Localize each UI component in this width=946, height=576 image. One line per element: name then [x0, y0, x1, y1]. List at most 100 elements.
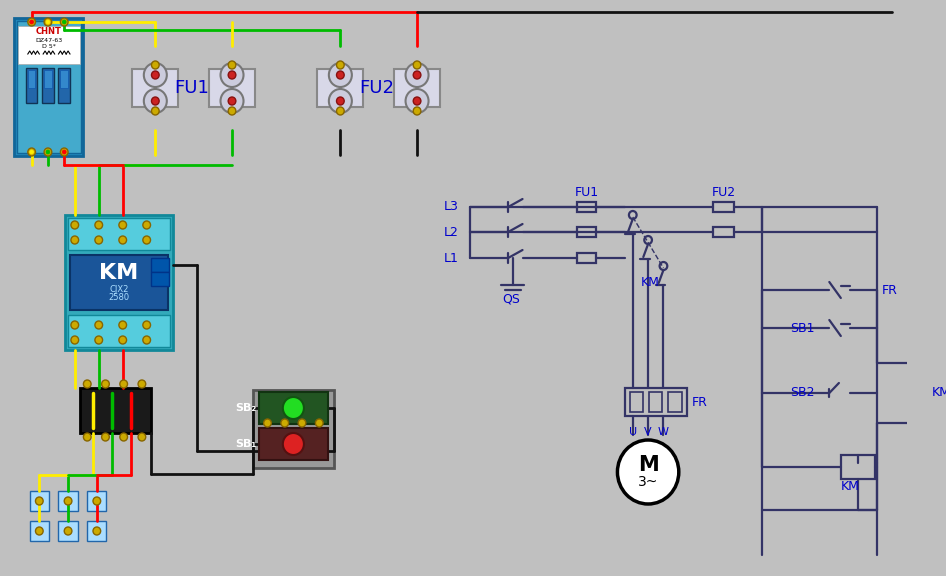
Circle shape: [228, 71, 236, 79]
Bar: [59, 491, 78, 511]
Bar: [79, 388, 151, 433]
Circle shape: [143, 236, 150, 244]
Circle shape: [281, 419, 289, 427]
Circle shape: [143, 336, 150, 344]
Bar: [65, 215, 172, 350]
Bar: [577, 202, 596, 212]
Text: FR: FR: [882, 283, 898, 297]
Bar: [43, 68, 54, 103]
Bar: [259, 428, 328, 460]
Text: KM: KM: [841, 480, 860, 494]
Circle shape: [151, 107, 159, 115]
Bar: [151, 258, 168, 272]
Circle shape: [64, 527, 72, 535]
Circle shape: [413, 61, 421, 69]
Circle shape: [64, 497, 72, 505]
Circle shape: [46, 150, 50, 154]
Circle shape: [119, 321, 127, 329]
Circle shape: [71, 336, 79, 344]
Bar: [87, 521, 106, 541]
Circle shape: [228, 97, 236, 105]
Circle shape: [337, 107, 344, 115]
Circle shape: [329, 89, 352, 113]
Circle shape: [220, 63, 243, 87]
Bar: [317, 69, 363, 107]
Circle shape: [283, 397, 304, 419]
Circle shape: [61, 18, 68, 26]
Text: W: W: [658, 427, 669, 437]
Circle shape: [337, 71, 344, 79]
Circle shape: [95, 236, 102, 244]
Circle shape: [61, 148, 68, 156]
Circle shape: [264, 419, 272, 427]
Circle shape: [337, 61, 344, 69]
Circle shape: [220, 89, 243, 113]
Circle shape: [27, 148, 35, 156]
Circle shape: [62, 20, 66, 24]
Bar: [61, 70, 68, 88]
Text: D 5*: D 5*: [42, 44, 56, 50]
Bar: [44, 70, 52, 88]
Text: CJX2: CJX2: [109, 285, 129, 294]
Circle shape: [101, 433, 110, 441]
Text: V: V: [644, 427, 652, 437]
Bar: [17, 21, 80, 153]
Circle shape: [95, 336, 102, 344]
Bar: [668, 392, 682, 412]
Circle shape: [119, 236, 127, 244]
Circle shape: [151, 61, 159, 69]
Bar: [713, 227, 734, 237]
Text: L1: L1: [444, 252, 458, 264]
Text: 3~: 3~: [638, 475, 658, 489]
Bar: [68, 218, 169, 250]
Bar: [26, 68, 38, 103]
Circle shape: [29, 20, 33, 24]
Text: SB2: SB2: [791, 386, 815, 400]
Bar: [68, 315, 169, 347]
Text: QS: QS: [502, 293, 520, 305]
Circle shape: [413, 71, 421, 79]
Bar: [132, 69, 179, 107]
Circle shape: [138, 433, 146, 441]
Circle shape: [44, 18, 52, 26]
Bar: [29, 521, 49, 541]
Circle shape: [46, 20, 50, 24]
Circle shape: [228, 107, 236, 115]
Circle shape: [95, 321, 102, 329]
Text: KM: KM: [99, 263, 138, 283]
Bar: [577, 253, 596, 263]
Circle shape: [71, 236, 79, 244]
Bar: [259, 392, 328, 424]
Circle shape: [93, 527, 100, 535]
Circle shape: [101, 380, 110, 388]
Text: FU2: FU2: [359, 79, 394, 97]
Bar: [577, 227, 596, 237]
Circle shape: [35, 497, 44, 505]
Circle shape: [298, 419, 306, 427]
Text: FU1: FU1: [574, 187, 599, 199]
Text: U: U: [629, 427, 637, 437]
Circle shape: [62, 150, 66, 154]
Bar: [29, 491, 49, 511]
Bar: [151, 272, 168, 286]
Circle shape: [29, 150, 33, 154]
Circle shape: [413, 97, 421, 105]
Bar: [59, 521, 78, 541]
Bar: [70, 255, 167, 310]
Circle shape: [71, 321, 79, 329]
Circle shape: [120, 380, 128, 388]
Text: KM: KM: [932, 386, 946, 400]
Text: CHNT: CHNT: [36, 28, 61, 36]
Bar: [18, 26, 79, 64]
Circle shape: [143, 221, 150, 229]
Bar: [27, 70, 35, 88]
Circle shape: [151, 97, 159, 105]
Bar: [713, 202, 734, 212]
Text: FR: FR: [692, 396, 709, 408]
Text: M: M: [638, 455, 658, 475]
Circle shape: [83, 380, 91, 388]
Circle shape: [406, 89, 429, 113]
Bar: [649, 392, 662, 412]
Bar: [87, 491, 106, 511]
Circle shape: [93, 497, 100, 505]
